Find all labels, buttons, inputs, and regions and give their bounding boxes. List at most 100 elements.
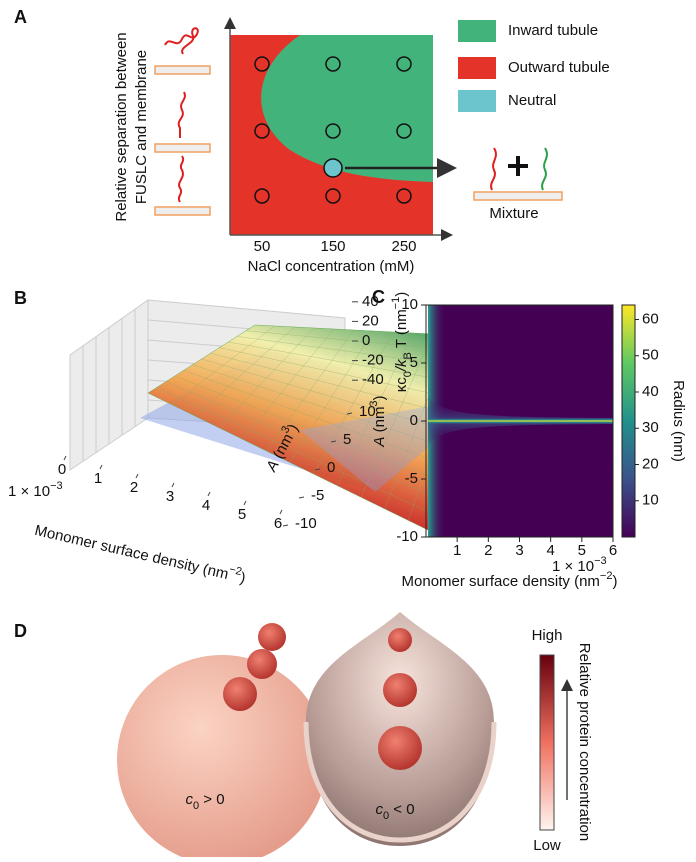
x-tick-label: 4 [202,497,210,514]
panel-label: C [372,287,385,307]
neutral-point [324,159,342,177]
colorbar-tick-label: 60 [642,310,659,327]
protein-chain [491,148,496,190]
a-tick [299,497,304,498]
x-tick-label: 2 [130,479,138,496]
y-tick-label: 0 [410,412,418,429]
membrane [155,66,210,74]
legend-swatch [458,90,496,112]
x-axis-label: NaCl concentration (mM) [248,258,415,275]
x-tick [64,456,66,460]
panel-label: A [14,7,27,27]
z-tick-label: 0 [362,332,370,349]
x-tick-label: 3 [515,542,523,559]
protein-coil [165,28,198,54]
x-tick-label: 1 [94,470,102,487]
x-multiplier: 1 × 10−3 [8,480,63,500]
colorbar-tick-label: 20 [642,455,659,472]
protein-chain [179,156,183,202]
bud [258,623,286,651]
x-tick-label: 6 [274,515,282,532]
colorbar-tick-label: 10 [642,492,659,509]
x-tick-label: 250 [391,238,416,255]
x-tick-label: 0 [58,461,66,478]
x-tick-label: 4 [546,542,554,559]
colorbar-label: Radius (nm) [670,380,687,462]
x-axis-label-part: ) [612,573,617,590]
y-axis-label-part: A [371,437,388,448]
x-axis-label-part: −2 [600,570,613,582]
legend-swatch [458,20,496,42]
x-tick-label: 6 [609,542,617,559]
y-axis-label: FUSLC and membrane [133,50,150,204]
z-tick-label: -20 [362,352,384,369]
panel-label: D [14,621,27,641]
legend-label: Neutral [508,92,556,109]
x-tick [136,474,138,478]
x-tick [172,483,174,487]
panel-d: Dc0 > 0c0 < 0HighLowRelative protein con… [14,612,593,857]
colorbar-low: Low [533,837,561,854]
bud [223,677,257,711]
colorbar-label: Relative protein concentration [576,643,593,841]
protein-chain [542,148,547,190]
x-tick [208,492,210,496]
figure: A50150250NaCl concentration (mM)Relative… [0,0,696,857]
a-tick [283,525,288,526]
x-multiplier: 1 × 10−3 [552,555,607,575]
x-tick-label: 5 [238,506,246,523]
colorbar [540,655,554,830]
x-tick-label: 150 [320,238,345,255]
membrane [474,192,562,200]
a-tick-label: 5 [343,431,351,448]
z-tick-label: -40 [362,371,384,388]
x-multiplier-part: −3 [50,480,63,492]
membrane [155,207,210,215]
y-tick-label: 10 [401,296,418,313]
c0-label-part: > 0 [199,791,224,808]
a-tick-label: -5 [311,487,324,504]
bud [383,673,417,707]
colorbar-tick-label: 30 [642,419,659,436]
vesicle [117,655,327,857]
legend-swatch [458,57,496,79]
z-axis-label-part: T (nm [393,309,410,352]
y-axis-label-part: ) [371,395,388,400]
x-tick-label: 2 [484,542,492,559]
x-tick [280,510,282,514]
a-tick-label: 0 [327,459,335,476]
z-axis-label-part: κc [393,377,410,393]
x-tick [100,465,102,469]
x-tick [244,501,246,505]
panel-label: B [14,288,27,308]
membrane [155,144,210,152]
a-tick-label: -10 [295,515,317,532]
x-tick-label: 1 [453,542,461,559]
z-tick-label: 20 [362,312,379,329]
z-axis-label-part: −1 [390,297,402,310]
colorbar-tick-label: 50 [642,347,659,364]
c0-label-part: < 0 [389,801,414,818]
y-axis-label-part: (nm [371,407,388,437]
colorbar-tick-label: 40 [642,383,659,400]
x-axis-label: Monomer surface density (nm−2) [402,570,618,590]
y-tick-label: -10 [396,528,418,545]
x-axis-label-part: Monomer surface density (nm [33,522,230,583]
x-tick-label: 50 [254,238,271,255]
legend-label: Outward tubule [508,59,610,76]
legend-label: Inward tubule [508,22,598,39]
colorbar-high: High [532,627,563,644]
x-tick-label: 5 [578,542,586,559]
protein-chain [179,92,185,138]
x-multiplier-part: 1 × 10 [8,483,50,500]
y-tick-label: -5 [405,470,418,487]
panel-a: A 50 150 250 NaCl concentration (mM) Relative… [14,7,610,275]
x-tick-label: 3 [166,488,174,505]
x-axis-label: Monomer surface density (nm−2) [33,519,248,587]
y-axis-label: Relative separation between [113,32,130,221]
bud [378,726,422,770]
y-tick-label: 5 [410,354,418,371]
bud [247,649,277,679]
mixture-label: Mixture [489,205,538,222]
